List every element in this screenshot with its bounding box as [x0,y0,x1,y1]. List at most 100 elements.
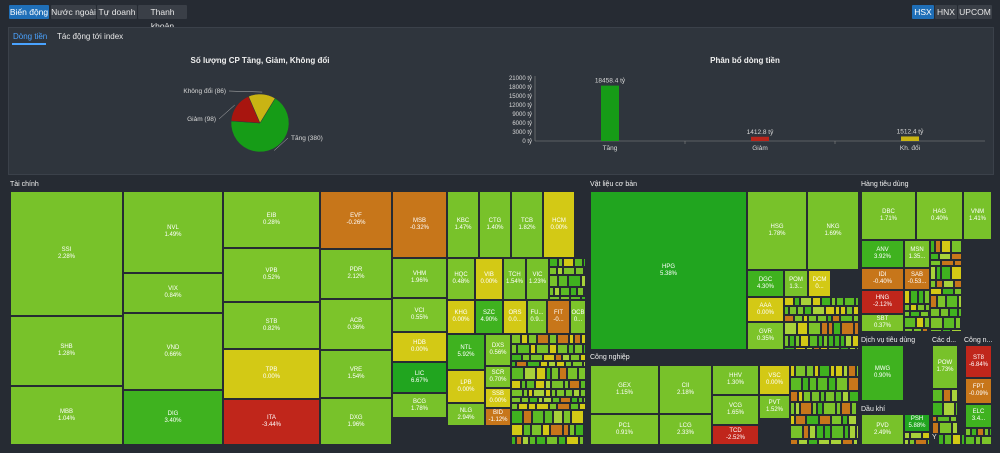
treemap-small-tile[interactable] [932,389,943,402]
treemap-small-tile[interactable] [813,347,820,350]
treemap-small-tile[interactable] [532,410,544,424]
treemap-small-tile[interactable] [524,367,536,380]
treemap-small-tile[interactable] [930,280,936,288]
treemap-small-tile[interactable] [939,422,952,434]
treemap-small-tile[interactable] [800,335,809,347]
treemap-small-tile[interactable] [965,428,971,436]
treemap-small-tile[interactable] [836,377,848,391]
treemap-small-tile[interactable] [904,311,910,317]
treemap-small-tile[interactable] [511,424,523,436]
treemap-small-tile[interactable] [922,328,928,332]
treemap-small-tile[interactable] [954,260,962,266]
treemap-small-tile[interactable] [558,436,566,445]
treemap-small-tile[interactable] [930,308,940,317]
treemap-small-tile[interactable] [853,306,859,315]
treemap-small-tile[interactable] [848,377,859,391]
treemap-small-tile[interactable] [803,391,811,402]
treemap-tile[interactable]: VNM 1.41% [963,191,992,240]
treemap-small-tile[interactable] [955,402,958,416]
treemap-small-tile[interactable] [549,344,557,354]
treemap-tile[interactable]: VHM 1.96% [392,258,447,298]
treemap-small-tile[interactable] [808,322,821,335]
treemap-tile[interactable]: VIC 1.23% [526,258,549,300]
treemap-small-tile[interactable] [795,335,800,347]
treemap-small-tile[interactable] [848,415,857,425]
treemap-small-tile[interactable] [566,436,579,445]
treemap-small-tile[interactable] [790,439,798,445]
treemap-small-tile[interactable] [975,436,981,445]
treemap-small-tile[interactable] [511,334,521,344]
treemap-small-tile[interactable] [989,428,992,436]
treemap-small-tile[interactable] [932,416,937,422]
treemap-small-tile[interactable] [836,402,841,415]
treemap-tile[interactable]: VND 0.66% [123,313,223,390]
treemap-small-tile[interactable] [857,402,859,415]
treemap-small-tile[interactable] [804,306,812,315]
treemap-small-tile[interactable] [574,334,581,344]
tab-thanh-khoan[interactable]: Thanh khoản [138,5,187,31]
treemap-small-tile[interactable] [909,439,915,445]
treemap-tile[interactable]: SSI 2.28% [10,191,123,316]
treemap-small-tile[interactable] [584,424,586,436]
treemap-small-tile[interactable] [790,402,795,415]
treemap-tile[interactable]: NVL 1.49% [123,191,223,273]
treemap-small-tile[interactable] [563,424,569,436]
treemap-small-tile[interactable] [572,361,583,367]
treemap-small-tile[interactable] [536,403,549,410]
treemap-small-tile[interactable] [932,402,943,416]
treemap-small-tile[interactable] [845,335,852,347]
treemap-small-tile[interactable] [811,391,820,402]
tab-tu-doanh[interactable]: Tự doanh [97,5,137,19]
treemap-tile[interactable]: DBC 1.71% [861,191,916,240]
treemap-small-tile[interactable] [848,365,856,377]
treemap-small-tile[interactable] [570,403,579,410]
treemap-small-tile[interactable] [795,365,806,377]
treemap-tile[interactable]: BCG 1.78% [392,393,447,418]
treemap-small-tile[interactable] [571,397,578,403]
treemap-small-tile[interactable] [930,266,936,280]
treemap-small-tile[interactable] [925,304,930,311]
treemap-tile[interactable]: KHG 0.00% [447,300,475,334]
exchange-hnx[interactable]: HNX [935,5,957,19]
treemap-small-tile[interactable] [548,361,556,367]
treemap-small-tile[interactable] [522,436,529,445]
treemap-small-tile[interactable] [546,436,558,445]
treemap-small-tile[interactable] [812,297,821,306]
treemap-small-tile[interactable] [583,344,586,354]
treemap-small-tile[interactable] [852,335,859,347]
treemap-small-tile[interactable] [794,315,803,322]
treemap-small-tile[interactable] [842,391,849,402]
treemap-tile[interactable]: PVT 1.52% [759,395,790,419]
treemap-small-tile[interactable] [575,424,584,436]
treemap-small-tile[interactable] [557,334,569,344]
treemap-small-tile[interactable] [563,410,571,424]
treemap-small-tile[interactable] [574,258,583,267]
treemap-small-tile[interactable] [562,354,570,361]
treemap-small-tile[interactable] [828,377,836,391]
treemap-small-tile[interactable] [904,317,916,328]
treemap-small-tile[interactable] [521,334,528,344]
treemap-small-tile[interactable] [944,434,952,445]
treemap-small-tile[interactable] [516,361,527,367]
treemap-small-tile[interactable] [809,425,816,439]
treemap-small-tile[interactable] [824,425,831,439]
treemap-small-tile[interactable] [579,403,586,410]
treemap-small-tile[interactable] [835,391,842,402]
treemap-small-tile[interactable] [955,317,961,329]
treemap-small-tile[interactable] [977,428,984,436]
treemap-small-tile[interactable] [523,410,532,424]
treemap-small-tile[interactable] [820,347,828,350]
treemap-small-tile[interactable] [951,329,962,332]
treemap-small-tile[interactable] [784,347,795,350]
treemap-small-tile[interactable] [841,402,851,415]
treemap-small-tile[interactable] [580,380,586,389]
treemap-tile[interactable]: IDI -0.40% [861,268,904,290]
treemap-small-tile[interactable] [795,347,806,350]
treemap-small-tile[interactable] [951,240,962,253]
treemap-small-tile[interactable] [840,347,849,350]
treemap-small-tile[interactable] [832,315,840,322]
treemap-tile[interactable]: ANV 3.92% [861,240,904,268]
treemap-small-tile[interactable] [790,425,803,439]
treemap-tile[interactable]: VCI 0.55% [392,298,447,332]
treemap-small-tile[interactable] [817,402,823,415]
